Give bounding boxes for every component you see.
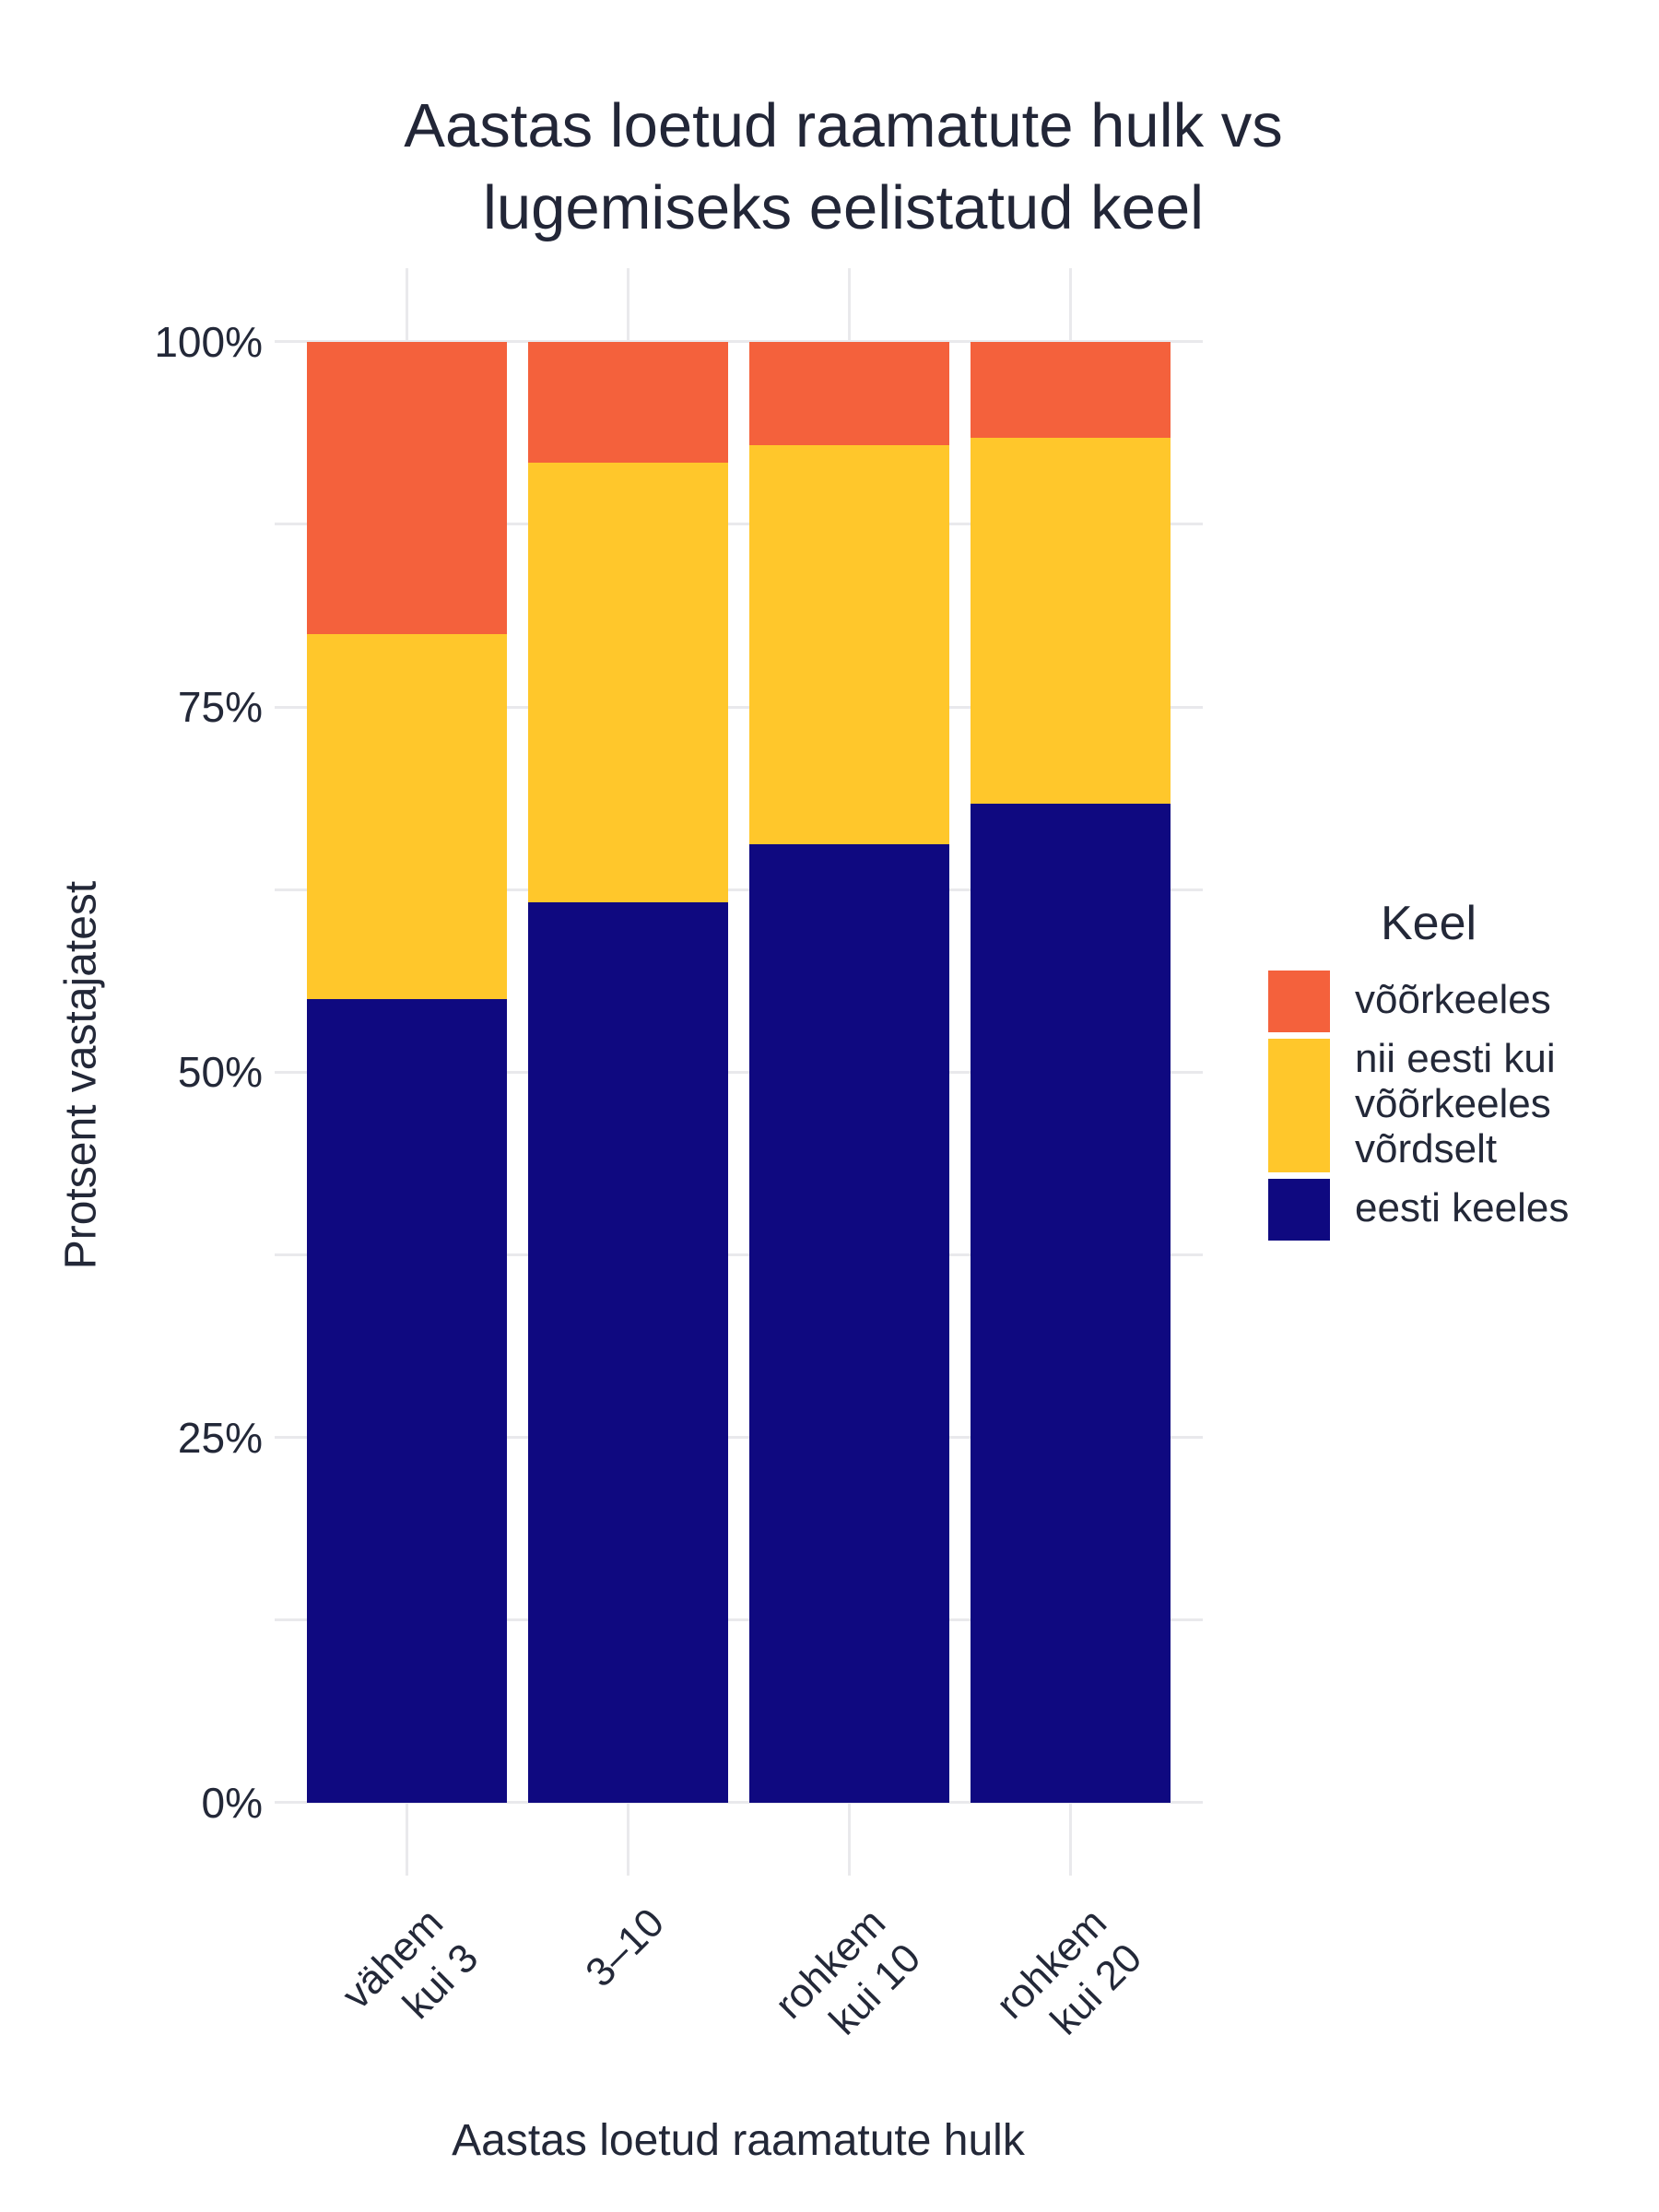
gridline-horizontal: [274, 523, 1203, 526]
y-tick-label: 0%: [201, 1779, 263, 1827]
y-tick-label: 100%: [154, 317, 263, 366]
chart-title-line2: lugemiseks eelistatud keel: [482, 173, 1205, 242]
bar-segment-nii-eesti-kui-võõrkeeles-võrdselt: [749, 445, 949, 845]
y-tick-label: 50%: [177, 1048, 263, 1097]
bar-segment-võõrkeeles: [307, 341, 507, 634]
chart-title-line1: Aastas loetud raamatute hulk vs: [404, 91, 1283, 160]
bar-segment-nii-eesti-kui-võõrkeeles-võrdselt: [528, 463, 728, 903]
bar-segment-nii-eesti-kui-võõrkeeles-võrdselt: [307, 633, 507, 1000]
bar-segment-eesti-keeles: [528, 902, 728, 1803]
legend-key-eesti-keeles: [1268, 1179, 1330, 1241]
gridline-horizontal: [274, 340, 1203, 344]
legend-title: Keel: [1381, 897, 1477, 950]
bar-segment-eesti-keeles: [971, 803, 1171, 1803]
gridline-horizontal: [274, 1618, 1203, 1622]
bar-segment-võõrkeeles: [528, 341, 728, 464]
legend-label: nii eesti kui võõrkeeles võrdselt: [1355, 1036, 1556, 1171]
y-tick-label: 75%: [177, 683, 263, 732]
y-tick-label: 25%: [177, 1413, 263, 1462]
legend-key-võõrkeeles: [1268, 971, 1330, 1032]
bar-segment-eesti-keeles: [307, 999, 507, 1803]
gridline-horizontal: [274, 1801, 1203, 1805]
bar-segment-võõrkeeles: [749, 341, 949, 446]
gridline-horizontal: [274, 705, 1203, 709]
legend-label: võõrkeeles: [1355, 977, 1551, 1022]
x-axis-title: Aastas loetud raamatute hulk: [452, 2116, 1025, 2165]
gridline-horizontal: [274, 1253, 1203, 1256]
gridline-horizontal: [274, 1436, 1203, 1440]
chart-title: Aastas loetud raamatute hulk vs lugemise…: [0, 85, 1659, 249]
bar-segment-võõrkeeles: [971, 341, 1171, 439]
bar-segment-nii-eesti-kui-võõrkeeles-võrdselt: [971, 438, 1171, 804]
legend-label: eesti keeles: [1355, 1185, 1570, 1230]
bar-segment-eesti-keeles: [749, 844, 949, 1803]
legend-key-nii-eesti-kui: [1268, 1039, 1330, 1172]
gridline-horizontal: [274, 888, 1203, 891]
gridline-horizontal: [274, 1070, 1203, 1074]
